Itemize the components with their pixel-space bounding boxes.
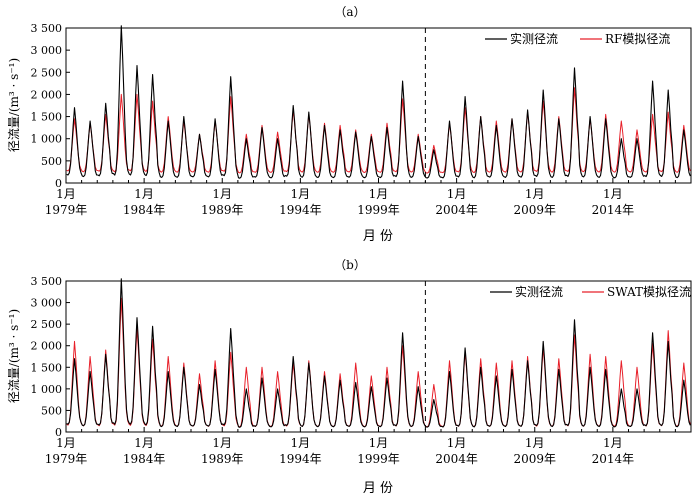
y-tick-label: 0 xyxy=(55,426,62,439)
y-tick-label: 3 000 xyxy=(31,297,63,310)
x-tick-label-month: 1月 xyxy=(447,436,467,450)
x-tick-label-month: 1月 xyxy=(291,436,311,450)
y-tick-label: 1 000 xyxy=(31,133,63,146)
panel-b-x-axis: 1月 1979年 1月 1984年 1月 1989年 1月 1994年 1月 1999年 1月 200… xyxy=(45,427,692,466)
panel-b: （b） 0 500 1 000 1 500 2 000 2 500 3 000 3 500 1… xyxy=(7,258,692,496)
x-tick-label-year: 1994年 xyxy=(279,452,322,466)
panel-b-legend: 实测径流 SWAT模拟径流 xyxy=(490,284,691,299)
legend-label-rf: RF模拟径流 xyxy=(605,32,670,46)
panel-a-y-axis: 0 500 1 000 1 500 2 000 2 500 3 000 3 500 xyxy=(31,22,70,190)
y-tick-label: 3 000 xyxy=(31,44,63,57)
y-tick-label: 2 500 xyxy=(31,66,63,79)
y-tick-label: 0 xyxy=(55,177,62,190)
x-tick-label-month: 1月 xyxy=(134,436,154,450)
x-tick-label-year: 1999年 xyxy=(357,203,400,217)
x-tick-label-year: 2014年 xyxy=(592,203,635,217)
legend-label-observed: 实测径流 xyxy=(515,284,563,299)
x-tick-label-month: 1月 xyxy=(369,436,389,450)
series-line-observed xyxy=(66,278,691,428)
panel-a-x-axis-label: 月 份 xyxy=(363,229,393,244)
legend-label-swat: SWAT模拟径流 xyxy=(607,285,691,299)
y-tick-label: 500 xyxy=(41,155,62,168)
x-tick-label-month: 1月 xyxy=(369,187,389,201)
x-tick-label-month: 1月 xyxy=(603,436,623,450)
panel-b-plot-frame xyxy=(65,280,692,433)
y-tick-label: 3 500 xyxy=(31,275,63,288)
y-tick-label: 2 000 xyxy=(31,88,63,101)
x-tick-label-year: 2009年 xyxy=(513,203,556,217)
x-tick-label-year: 1979年 xyxy=(45,203,88,217)
x-tick-label-month: 1月 xyxy=(447,187,467,201)
panel-a-y-axis-label: 径流量/(m³ · s⁻¹) xyxy=(7,58,21,152)
series-line-simulated xyxy=(66,297,691,428)
x-tick-label-month: 1月 xyxy=(603,187,623,201)
legend-label-observed: 实测径流 xyxy=(510,31,558,46)
series-line-observed xyxy=(66,25,691,179)
x-tick-label-year: 1989年 xyxy=(201,203,244,217)
panel-b-label: （b） xyxy=(334,258,366,272)
y-tick-label: 1 500 xyxy=(31,361,63,374)
series-line-simulated xyxy=(66,87,691,174)
panel-b-series xyxy=(66,278,691,428)
x-tick-label-month: 1月 xyxy=(212,436,232,450)
x-tick-label-year: 2004年 xyxy=(435,203,478,217)
y-tick-label: 1 500 xyxy=(31,111,63,124)
x-tick-label-month: 1月 xyxy=(56,436,76,450)
x-tick-label-year: 2009年 xyxy=(513,452,556,466)
x-tick-label-year: 1979年 xyxy=(45,452,88,466)
x-tick-label-month: 1月 xyxy=(56,187,76,201)
x-tick-label-year: 1999年 xyxy=(357,452,400,466)
panel-a-legend: 实测径流 RF模拟径流 xyxy=(485,31,670,46)
x-tick-label-year: 1989年 xyxy=(201,452,244,466)
x-tick-label-year: 1984年 xyxy=(123,452,166,466)
y-tick-label: 2 000 xyxy=(31,340,63,353)
y-tick-label: 1 000 xyxy=(31,383,63,396)
panel-b-x-axis-label: 月 份 xyxy=(363,481,393,496)
panel-a-plot-frame xyxy=(65,27,692,184)
x-tick-label-month: 1月 xyxy=(212,187,232,201)
y-tick-label: 3 500 xyxy=(31,22,63,35)
x-tick-label-year: 2014年 xyxy=(592,452,635,466)
x-tick-label-month: 1月 xyxy=(134,187,154,201)
panel-a-label: （a） xyxy=(334,5,365,19)
panel-b-y-axis-label: 径流量/(m³ · s⁻¹) xyxy=(7,309,21,403)
panel-a-series xyxy=(66,25,691,179)
x-tick-label-month: 1月 xyxy=(525,187,545,201)
y-tick-label: 500 xyxy=(41,404,62,417)
panel-a: （a） 0 500 1 000 1 500 2 000 2 500 3 000 3 500 1… xyxy=(7,5,692,244)
x-tick-label-year: 2004年 xyxy=(435,452,478,466)
panel-a-x-axis: 1月 1979年 1月 1984年 1月 1989年 1月 1994年 1月 1999年 1月 200… xyxy=(45,178,692,217)
x-tick-label-year: 1994年 xyxy=(279,203,322,217)
x-tick-label-month: 1月 xyxy=(525,436,545,450)
x-tick-label-year: 1984年 xyxy=(123,203,166,217)
panel-b-y-axis: 0 500 1 000 1 500 2 000 2 500 3 000 3 500 xyxy=(31,275,70,439)
y-tick-label: 2 500 xyxy=(31,318,63,331)
x-tick-label-month: 1月 xyxy=(291,187,311,201)
